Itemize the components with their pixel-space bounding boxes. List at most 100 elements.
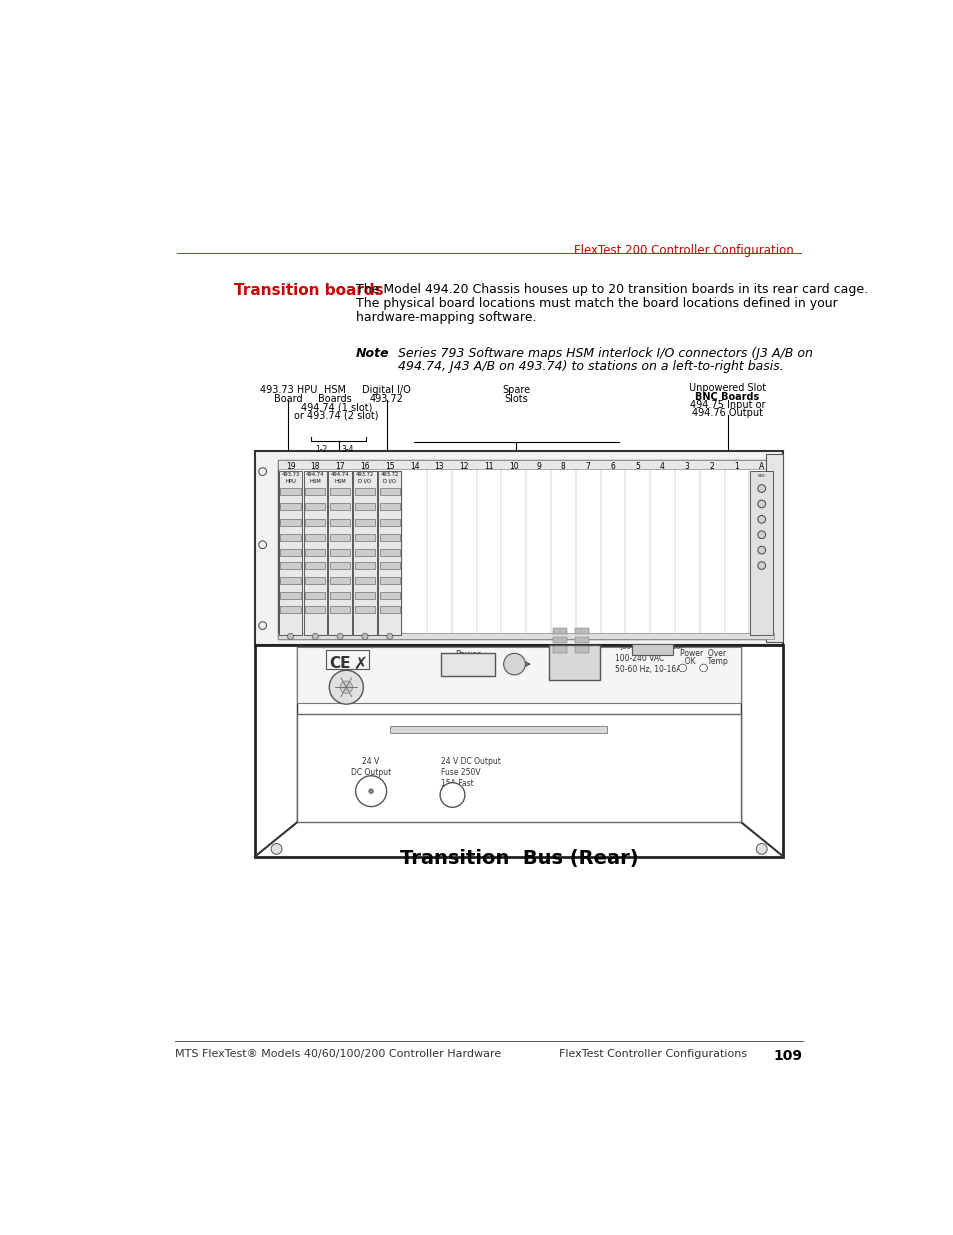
Text: 3: 3 <box>684 462 689 471</box>
Bar <box>305 550 325 556</box>
Bar <box>575 627 588 634</box>
Text: HPU: HPU <box>285 478 295 484</box>
Circle shape <box>771 541 779 548</box>
Bar <box>280 534 300 541</box>
Bar <box>355 577 375 584</box>
Text: D I/O: D I/O <box>358 478 371 484</box>
Circle shape <box>361 634 368 640</box>
Text: 109: 109 <box>773 1049 802 1063</box>
Text: FlexTest Controller Configurations: FlexTest Controller Configurations <box>558 1049 746 1060</box>
Text: hardware-mapping software.: hardware-mapping software. <box>355 311 536 324</box>
Bar <box>303 471 327 635</box>
Text: 10: 10 <box>508 462 518 471</box>
Bar <box>280 577 300 584</box>
Text: 11: 11 <box>484 462 493 471</box>
Text: ✗: ✗ <box>353 655 366 673</box>
Bar <box>278 461 773 638</box>
Bar <box>355 562 375 568</box>
Text: 12: 12 <box>459 462 468 471</box>
Bar <box>379 577 399 584</box>
Bar <box>330 519 350 526</box>
Text: 17: 17 <box>335 462 345 471</box>
Bar <box>575 646 588 652</box>
Bar <box>254 451 782 645</box>
Text: 14: 14 <box>409 462 419 471</box>
Text: 19: 19 <box>285 462 295 471</box>
Bar <box>305 519 325 526</box>
Circle shape <box>287 634 294 640</box>
Bar <box>553 646 567 652</box>
Circle shape <box>355 776 386 806</box>
Text: 9: 9 <box>536 462 540 471</box>
Bar <box>280 605 300 613</box>
Text: 493.72: 493.72 <box>355 472 374 478</box>
Bar <box>280 503 300 510</box>
Circle shape <box>699 664 707 672</box>
Circle shape <box>439 783 464 808</box>
Bar <box>355 488 375 495</box>
Text: Note: Note <box>355 347 389 359</box>
Bar <box>355 534 375 541</box>
Text: HSM: HSM <box>309 478 321 484</box>
Text: Series 793 Software maps HSM interlock I/O connectors (J3 A/B on: Series 793 Software maps HSM interlock I… <box>397 347 812 359</box>
Text: HSM: HSM <box>323 385 345 395</box>
Text: MTS FlexTest® Models 40/60/100/200 Controller Hardware: MTS FlexTest® Models 40/60/100/200 Contr… <box>174 1049 500 1060</box>
Text: 16: 16 <box>359 462 370 471</box>
Bar <box>553 627 567 634</box>
Bar <box>379 534 399 541</box>
Circle shape <box>258 541 266 548</box>
Circle shape <box>258 468 266 475</box>
Bar <box>280 562 300 568</box>
Bar <box>328 471 352 635</box>
Text: Boards: Boards <box>317 394 352 404</box>
Circle shape <box>271 844 282 855</box>
Bar <box>305 577 325 584</box>
Bar <box>379 593 399 599</box>
Text: Transition boards: Transition boards <box>233 283 383 298</box>
Bar <box>765 454 782 642</box>
Text: 18: 18 <box>311 462 320 471</box>
Bar <box>549 645 599 679</box>
Bar <box>355 519 375 526</box>
Circle shape <box>757 531 765 538</box>
Bar <box>280 488 300 495</box>
Text: 494.74 (1 slot): 494.74 (1 slot) <box>300 403 372 412</box>
Text: OK     Temp: OK Temp <box>679 657 726 666</box>
Text: 493.73 HPU: 493.73 HPU <box>259 385 316 395</box>
Text: A: A <box>759 462 763 471</box>
Bar <box>355 605 375 613</box>
Bar <box>305 605 325 613</box>
Bar <box>278 461 773 469</box>
Bar <box>305 488 325 495</box>
Bar <box>440 652 495 676</box>
Circle shape <box>757 500 765 508</box>
Text: The physical board locations must match the board locations defined in your: The physical board locations must match … <box>355 296 837 310</box>
Bar <box>297 647 740 703</box>
Circle shape <box>329 671 363 704</box>
Text: HSM: HSM <box>334 478 346 484</box>
Bar <box>553 637 567 643</box>
Text: The Model 494.20 Chassis houses up to 20 transition boards in its rear card cage: The Model 494.20 Chassis houses up to 20… <box>355 283 867 296</box>
Text: 494.76 Output: 494.76 Output <box>691 409 762 419</box>
Text: 1: 1 <box>734 462 739 471</box>
Text: Board: Board <box>274 394 302 404</box>
Text: or 493.74 (2 slot): or 493.74 (2 slot) <box>294 410 378 420</box>
Text: Transition  Bus (Rear): Transition Bus (Rear) <box>399 848 638 868</box>
Bar <box>326 651 369 668</box>
Bar <box>749 471 773 635</box>
Circle shape <box>679 664 686 672</box>
Text: 100-240 VAC
50-60 Hz, 10-16A: 100-240 VAC 50-60 Hz, 10-16A <box>615 655 681 674</box>
Bar <box>330 593 350 599</box>
Bar <box>305 534 325 541</box>
Bar <box>330 562 350 568</box>
Text: 494.74: 494.74 <box>331 472 349 478</box>
Bar <box>379 550 399 556</box>
Bar <box>330 577 350 584</box>
Text: J39 Power Monitor: J39 Power Monitor <box>620 645 683 650</box>
Text: 2: 2 <box>709 462 714 471</box>
Circle shape <box>336 634 343 640</box>
Text: Spare: Spare <box>501 385 530 395</box>
Bar <box>353 471 376 635</box>
Text: Unpowered Slot: Unpowered Slot <box>688 383 765 393</box>
Text: 494.74: 494.74 <box>306 472 324 478</box>
